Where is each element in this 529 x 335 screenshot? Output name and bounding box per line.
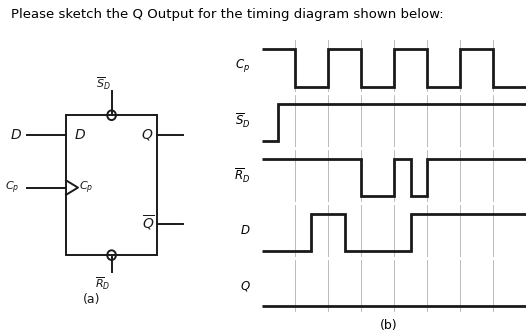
Text: Q: Q: [142, 128, 153, 141]
Text: Please sketch the Q Output for the timing diagram shown below:: Please sketch the Q Output for the timin…: [11, 8, 443, 21]
Text: (b): (b): [380, 319, 398, 332]
Text: D: D: [11, 128, 22, 141]
Text: (a): (a): [83, 293, 101, 306]
Text: $C_p$: $C_p$: [235, 58, 250, 74]
Text: $Q$: $Q$: [240, 279, 250, 293]
Text: $\overline{Q}$: $\overline{Q}$: [142, 214, 155, 233]
Text: $\overline{S}_D$: $\overline{S}_D$: [235, 112, 250, 130]
Text: $\overline{S}_D$: $\overline{S}_D$: [96, 76, 110, 92]
Text: $D$: $D$: [240, 224, 250, 237]
Text: D: D: [75, 128, 85, 141]
Text: $C_p$: $C_p$: [5, 180, 19, 196]
Text: $C_p$: $C_p$: [79, 180, 93, 196]
Text: $\overline{R}_D$: $\overline{R}_D$: [95, 276, 111, 292]
Bar: [66, 115, 157, 255]
Text: $\overline{R}_D$: $\overline{R}_D$: [234, 167, 250, 185]
